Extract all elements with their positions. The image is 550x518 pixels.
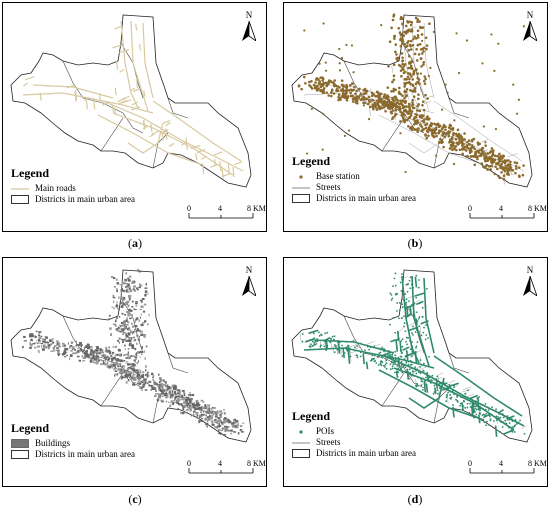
scale-bar: 0 4 8 KM <box>468 204 547 224</box>
north-arrow-icon: N <box>519 11 541 41</box>
legend-title: Legend <box>11 166 50 180</box>
line-symbol-icon <box>11 184 29 193</box>
legend-label: Streets <box>316 182 341 192</box>
north-arrow-icon: N <box>238 266 260 296</box>
district-map <box>10 14 252 188</box>
box-symbol-icon <box>11 195 29 204</box>
scale-tick-label: 0 <box>187 204 191 213</box>
legend: Legend Buildings Districts in main urban a… <box>11 421 135 460</box>
legend-item: Base station <box>292 171 416 182</box>
scale-tick-label: 8 KM <box>247 459 266 468</box>
map-panel-c: N Legend Buildings Districts in main urban … <box>2 257 267 487</box>
scale-tick-label: 0 <box>187 459 191 468</box>
north-label: N <box>245 10 253 20</box>
scale-tick-label: 0 <box>468 459 472 468</box>
legend-item: Districts in main urban area <box>292 448 416 459</box>
legend-item: POIs <box>292 426 416 437</box>
map-panel-a: N Legend Main roads Districts in main urban… <box>2 2 267 232</box>
map-panel-d: N Legend POIs Streets Districts in main urba… <box>283 257 548 487</box>
legend: Legend POIs Streets Districts in main urban… <box>292 409 416 459</box>
scale-tick-label: 4 <box>218 204 222 213</box>
scale-bar: 0 4 8 KM <box>187 459 266 479</box>
legend-label: Main roads <box>35 183 76 193</box>
legend: Legend Base station Streets Districts in ma… <box>292 154 416 204</box>
legend-item: Districts in main urban area <box>292 193 416 204</box>
scale-tick-label: 4 <box>499 459 503 468</box>
map-panel-b: N Legend Base station Streets Districts in m… <box>283 2 548 232</box>
legend-label: POIs <box>316 426 335 436</box>
legend-item: Districts in main urban area <box>11 449 135 460</box>
caption-a: (a) <box>128 236 142 250</box>
district-outline <box>10 14 252 188</box>
scale-tick-label: 0 <box>468 204 472 213</box>
line-symbol-icon <box>292 438 310 447</box>
box-symbol-icon <box>292 449 310 458</box>
scale-tick-label: 4 <box>499 204 503 213</box>
legend-title: Legend <box>292 409 331 423</box>
buildings-layer <box>22 268 245 437</box>
legend-item: Districts in main urban area <box>11 194 135 205</box>
base-station-layer <box>297 13 526 185</box>
line-symbol-icon <box>292 183 310 192</box>
legend-title: Legend <box>292 154 331 168</box>
caption-c: (c) <box>128 492 142 506</box>
district-map <box>10 268 252 443</box>
legend-label: Buildings <box>35 438 71 448</box>
poi-layer <box>299 272 528 437</box>
filled-symbol-icon <box>11 439 29 448</box>
legend: Legend Main roads Districts in main urban … <box>11 166 135 205</box>
scale-bar: 0 4 8 KM <box>187 204 266 224</box>
north-label: N <box>245 265 253 275</box>
legend-item: Streets <box>292 437 416 448</box>
north-label: N <box>526 10 534 20</box>
scale-bar: 0 4 8 KM <box>468 459 547 479</box>
legend-item: Streets <box>292 182 416 193</box>
district-map <box>291 13 533 188</box>
legend-item: Main roads <box>11 183 135 194</box>
north-arrow-icon: N <box>238 11 260 41</box>
main-roads-layer <box>22 20 244 179</box>
legend-label: Streets <box>316 437 341 447</box>
north-arrow-icon: N <box>519 266 541 296</box>
legend-title: Legend <box>11 421 50 435</box>
scale-tick-label: 8 KM <box>247 204 266 213</box>
caption-d: (d) <box>407 492 423 506</box>
legend-label: Districts in main urban area <box>35 449 135 459</box>
scale-tick-label: 4 <box>218 459 222 468</box>
legend-label: Base station <box>316 171 360 181</box>
box-symbol-icon <box>11 450 29 459</box>
legend-label: Districts in main urban area <box>35 194 135 204</box>
caption-b: (b) <box>407 236 423 250</box>
scale-tick-label: 8 KM <box>528 459 547 468</box>
dot-symbol-icon <box>292 427 310 436</box>
box-symbol-icon <box>292 194 310 203</box>
north-label: N <box>526 265 534 275</box>
legend-item: Buildings <box>11 438 135 449</box>
scale-tick-label: 8 KM <box>528 204 547 213</box>
district-map <box>291 269 533 443</box>
dot-symbol-icon <box>292 172 310 181</box>
legend-label: Districts in main urban area <box>316 448 416 458</box>
legend-label: Districts in main urban area <box>316 193 416 203</box>
